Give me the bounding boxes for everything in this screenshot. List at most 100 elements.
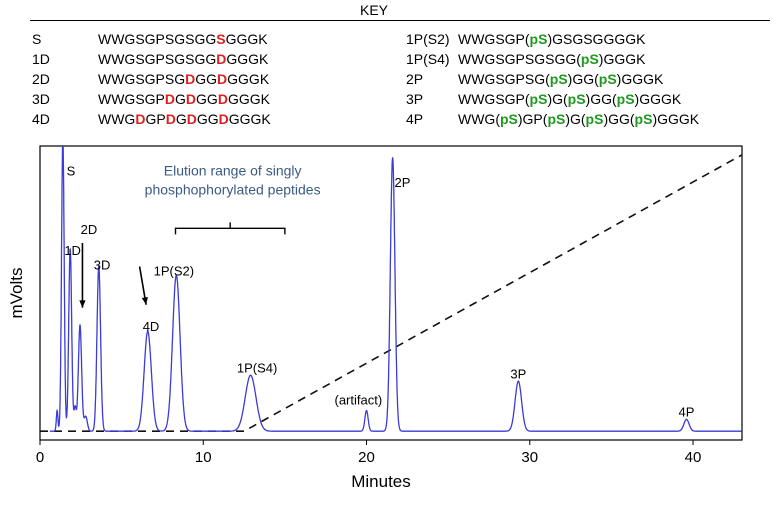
key-peptide-sequence: WWGSGP(pS)GSGSGGGGK — [458, 30, 645, 48]
key-peptide-sequence: WWGSGPSGSGGDGGGK — [98, 50, 268, 68]
peak-label: 3D — [94, 257, 111, 272]
peak-apex-point — [175, 274, 177, 276]
sequence-segment: GP — [145, 111, 166, 127]
sequence-segment: GG — [196, 111, 219, 127]
sequence-segment: )GG( — [585, 91, 617, 107]
sequence-segment: S — [216, 31, 226, 47]
key-peptide-sequence: WWGSGPSGDGGDGGGK — [98, 70, 269, 88]
sequence-segment: D — [216, 51, 227, 67]
sequence-segment: D — [186, 111, 197, 127]
key-peptide-label: 1P(S2) — [406, 31, 450, 47]
key-peptide-label: 3D — [32, 91, 50, 107]
key-divider — [30, 20, 770, 21]
sequence-segment: )GG( — [603, 111, 635, 127]
key-peptide-label: 2P — [406, 71, 424, 87]
sequence-segment: GGGK — [225, 31, 268, 47]
sequence-segment: D — [165, 111, 176, 127]
peak-apex-point — [98, 265, 100, 268]
sequence-segment: WWGSGPSGSGG — [98, 31, 217, 47]
key-peptide-sequence: WWG(pS)GP(pS)G(pS)GG(pS)GGGK — [458, 110, 699, 128]
sequence-segment: G — [175, 111, 187, 127]
sequence-segment: pS — [547, 111, 566, 127]
sequence-segment: D — [217, 71, 228, 87]
sequence-segment: WWGSGPSGSGG( — [458, 51, 581, 67]
key-peptide-sequence: WWGDGPDGDGGDGGGK — [98, 110, 271, 128]
peak-apex-point — [79, 324, 81, 326]
key-peptide-label: 1P(S4) — [406, 51, 450, 67]
sequence-segment: G — [175, 91, 186, 107]
sequence-segment: GG — [196, 91, 218, 107]
sequence-segment: )GP( — [517, 111, 548, 127]
sequence-segment: D — [164, 91, 176, 107]
key-peptide-sequence: WWGSGPSGSGG(pS)GGGK — [458, 50, 645, 68]
x-tick-label: 30 — [521, 449, 538, 466]
sequence-segment: pS — [585, 111, 604, 127]
sequence-segment: pS — [567, 91, 586, 107]
sequence-segment: GG — [195, 71, 218, 87]
peak-label: 1P(S2) — [154, 263, 194, 278]
sequence-segment: pS — [598, 71, 617, 87]
sequence-segment: D — [185, 91, 197, 107]
sequence-segment: )GGGK — [616, 71, 664, 87]
sequence-segment: WWGSGPSGSGG — [98, 51, 217, 67]
sequence-segment: GGGK — [228, 111, 271, 127]
key-peptide-sequence: WWGSGPSG(pS)GG(pS)GGGK — [458, 70, 663, 88]
peak-apex-point — [69, 248, 71, 250]
peak-label: 3P — [510, 366, 526, 381]
peak-label: 1D — [64, 243, 81, 258]
sequence-segment: D — [217, 91, 228, 107]
sequence-segment: pS — [616, 91, 635, 107]
sequence-segment: D — [185, 71, 196, 87]
sequence-segment: pS — [529, 91, 548, 107]
sequence-segment: )G( — [565, 111, 586, 127]
sequence-segment: )G( — [547, 91, 568, 107]
peak-label: 4D — [143, 319, 160, 334]
arrow-2d-head — [79, 300, 86, 308]
peak-apex-point — [147, 330, 149, 332]
sequence-segment: pS — [549, 71, 568, 87]
sequence-segment: WWG( — [458, 111, 500, 127]
peak-apex-point — [365, 410, 368, 412]
sequence-segment: pS — [529, 31, 548, 47]
peak-apex-point — [392, 157, 394, 159]
elution-range-annotation: phosphophorylated peptides — [145, 181, 321, 197]
peak-label: 2D — [81, 222, 98, 237]
peak-label: 4P — [679, 404, 695, 419]
plot-frame — [39, 145, 743, 441]
key-peptide-label: S — [32, 31, 42, 47]
key-peptide-label: 1D — [32, 51, 50, 67]
arrow-4d-head — [141, 296, 148, 305]
sequence-segment: WWGSGPSG( — [458, 71, 550, 87]
sequence-segment: )GGGK — [652, 111, 700, 127]
x-tick-label: 20 — [358, 449, 375, 466]
peak-label: (artifact) — [335, 393, 383, 408]
sequence-segment: GGGK — [227, 91, 270, 107]
sequence-segment: WWGSGP( — [458, 31, 530, 47]
peak-label: 1P(S4) — [237, 360, 277, 375]
sequence-segment: pS — [580, 51, 599, 67]
sequence-segment: pS — [634, 111, 653, 127]
sequence-segment: WWG — [98, 111, 136, 127]
x-tick-label: 10 — [195, 449, 212, 466]
sequence-segment: D — [135, 111, 146, 127]
chromatogram-trace — [49, 146, 742, 432]
peak-apex-point — [517, 380, 519, 382]
key-peptide-label: 4P — [406, 111, 424, 127]
y-axis-label: mVolts — [7, 267, 26, 318]
key-peptide-label: 3P — [406, 91, 424, 107]
sequence-segment: )GG( — [567, 71, 599, 87]
elution-range-bracket — [174, 222, 286, 235]
peak-label: 2P — [394, 175, 410, 190]
sequence-segment: GGGK — [227, 71, 270, 87]
x-tick-label: 0 — [36, 449, 44, 466]
peak-label: S — [67, 163, 76, 178]
x-tick-label: 40 — [685, 449, 702, 466]
sequence-segment: WWGSGP — [98, 91, 165, 107]
elution-range-annotation: Elution range of singly — [164, 162, 302, 178]
sequence-segment: WWGSGP( — [458, 91, 530, 107]
key-peptide-sequence: WWGSGPDGDGGDGGGK — [98, 90, 270, 108]
sequence-segment: D — [218, 111, 229, 127]
sequence-segment: GGGK — [226, 51, 269, 67]
peak-apex-point — [250, 374, 252, 376]
sequence-segment: )GGGK — [634, 91, 682, 107]
